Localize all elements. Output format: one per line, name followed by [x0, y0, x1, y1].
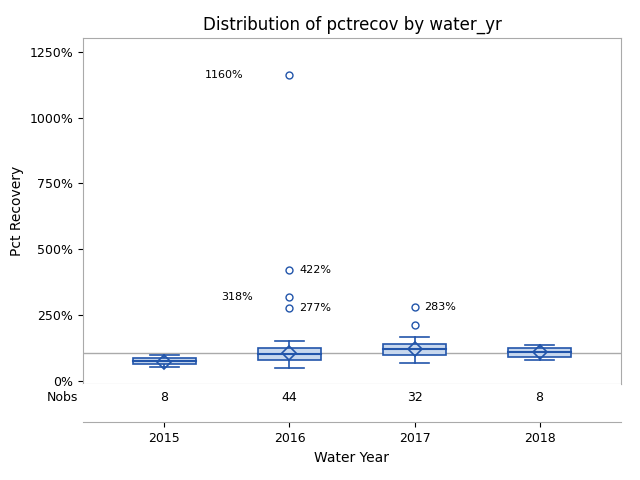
Text: 32: 32: [406, 391, 422, 404]
Text: 44: 44: [282, 391, 298, 404]
Text: 1160%: 1160%: [204, 71, 243, 80]
Text: 8: 8: [161, 391, 168, 404]
Bar: [133, 358, 196, 364]
Bar: [508, 348, 571, 357]
X-axis label: Water Year: Water Year: [314, 451, 390, 465]
Text: 318%: 318%: [221, 292, 252, 302]
Y-axis label: Pct Recovery: Pct Recovery: [10, 166, 24, 256]
Text: 422%: 422%: [300, 265, 332, 275]
Bar: [383, 344, 446, 355]
Bar: [258, 348, 321, 360]
Text: Nobs: Nobs: [47, 391, 78, 404]
Text: 277%: 277%: [300, 303, 332, 313]
Text: 8: 8: [536, 391, 543, 404]
Text: 283%: 283%: [424, 302, 456, 312]
Title: Distribution of pctrecov by water_yr: Distribution of pctrecov by water_yr: [203, 16, 501, 35]
